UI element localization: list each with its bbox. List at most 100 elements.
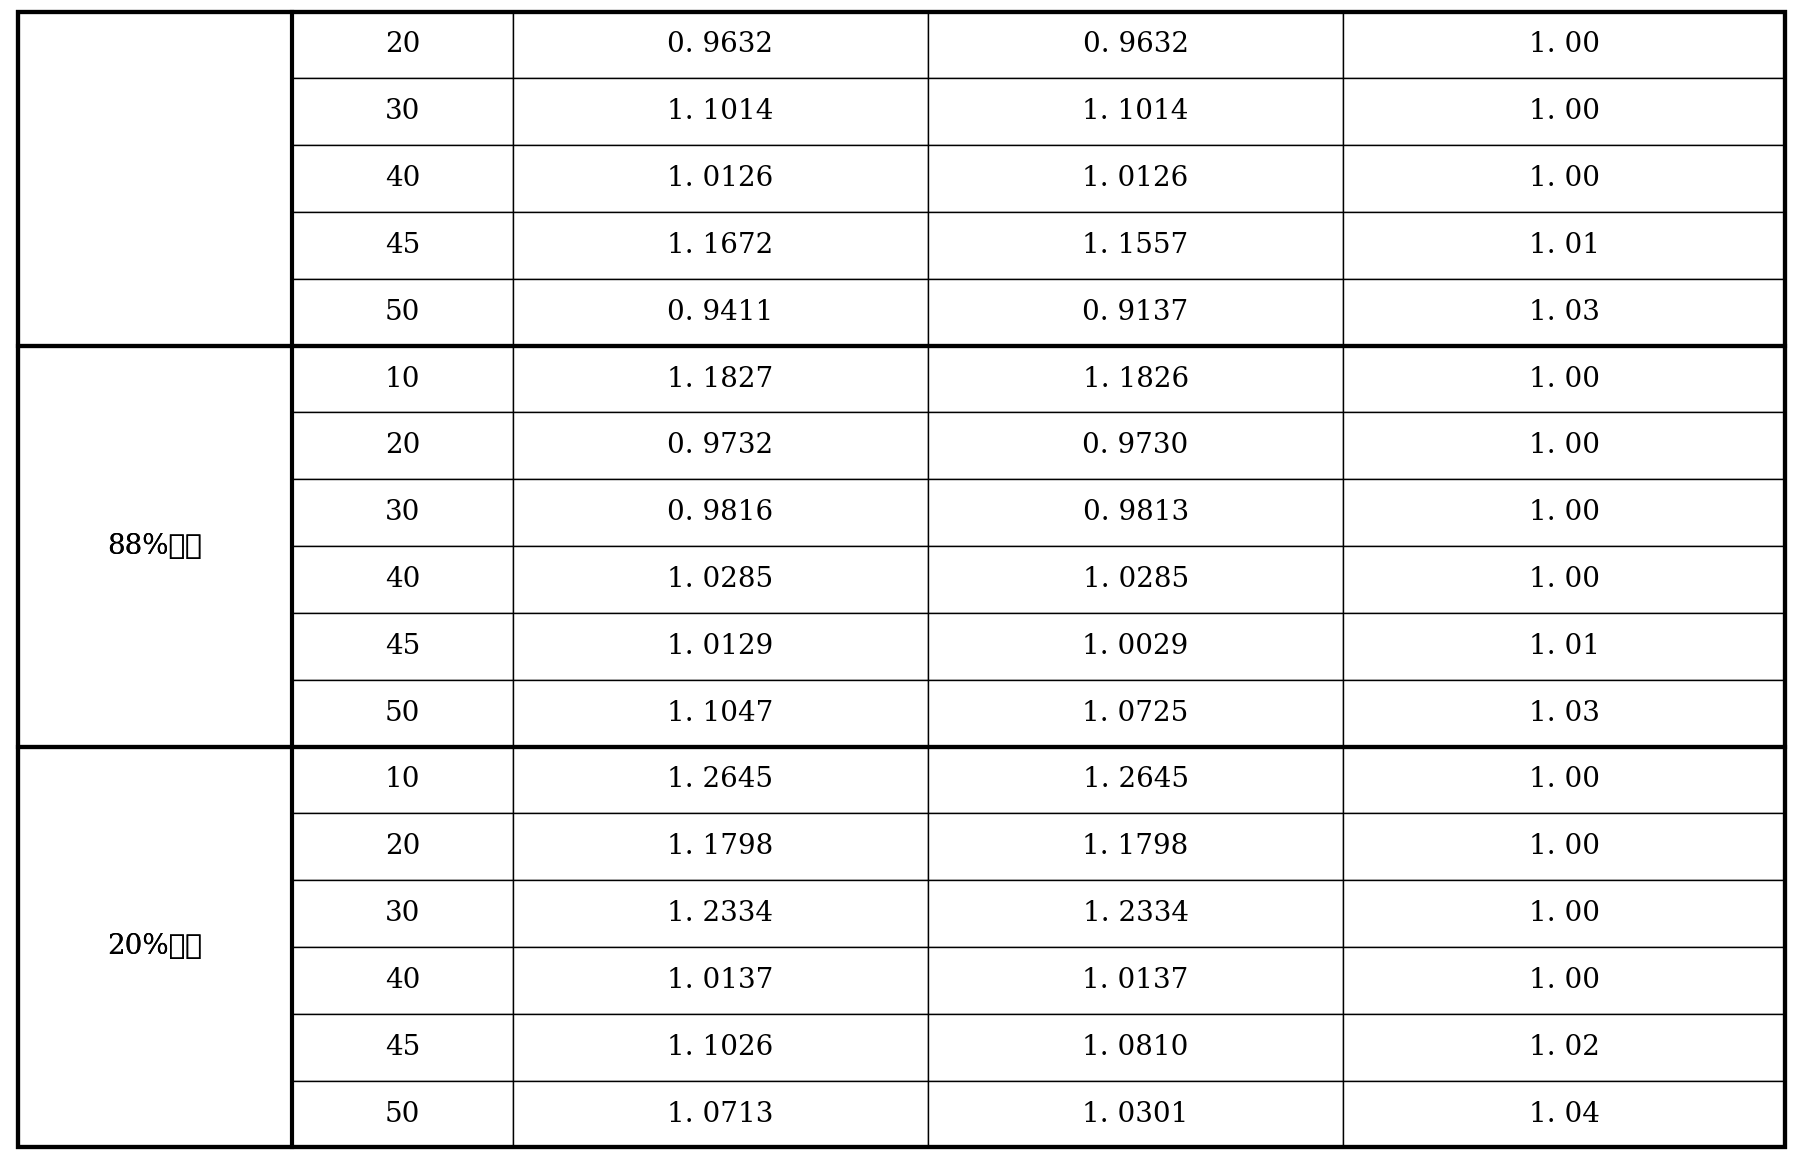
Bar [929, 212, 1343, 279]
Text: 1. 04: 1. 04 [1529, 1101, 1599, 1128]
Text: 1. 0029: 1. 0029 [1082, 633, 1188, 659]
Text: 1. 0137: 1. 0137 [667, 967, 773, 994]
Text: 1. 00: 1. 00 [1529, 766, 1599, 794]
Bar [512, 345, 929, 413]
Text: 1. 00: 1. 00 [1529, 432, 1599, 459]
Bar [18, 746, 292, 1147]
Text: 1. 1826: 1. 1826 [1082, 365, 1188, 393]
Text: 0. 9137: 0. 9137 [1082, 299, 1188, 326]
Text: 1. 2645: 1. 2645 [1082, 766, 1188, 794]
Bar [1343, 679, 1785, 746]
Bar [292, 79, 512, 145]
Bar [292, 145, 512, 212]
Bar [929, 679, 1343, 746]
Text: 20%盐酸: 20%盐酸 [108, 933, 202, 961]
Text: 1. 1047: 1. 1047 [667, 700, 773, 727]
Text: 1. 2645: 1. 2645 [667, 766, 773, 794]
Text: 1. 00: 1. 00 [1529, 31, 1599, 58]
Text: 45: 45 [384, 1034, 420, 1060]
Bar [1343, 413, 1785, 480]
Text: 0. 9813: 0. 9813 [1082, 500, 1188, 526]
Text: 1. 00: 1. 00 [1529, 833, 1599, 860]
Bar [1343, 1080, 1785, 1147]
Text: 0. 9730: 0. 9730 [1082, 432, 1188, 459]
Text: 1. 1014: 1. 1014 [1082, 99, 1188, 125]
Bar [512, 947, 929, 1014]
Bar [512, 814, 929, 880]
Text: 1. 2334: 1. 2334 [1082, 901, 1188, 927]
Text: 40: 40 [384, 566, 420, 593]
Text: 1. 00: 1. 00 [1529, 165, 1599, 192]
Bar [512, 279, 929, 345]
Text: 40: 40 [384, 165, 420, 192]
Bar [292, 947, 512, 1014]
Bar [292, 413, 512, 480]
Text: 1. 03: 1. 03 [1529, 299, 1599, 326]
Text: 10: 10 [384, 766, 420, 794]
Text: 20: 20 [384, 432, 420, 459]
Bar [292, 345, 512, 413]
Bar [292, 880, 512, 947]
Text: 1. 1798: 1. 1798 [667, 833, 773, 860]
Bar [512, 546, 929, 613]
Bar [929, 880, 1343, 947]
Text: 1. 0129: 1. 0129 [667, 633, 773, 659]
Bar [292, 546, 512, 613]
Bar [292, 814, 512, 880]
Text: 45: 45 [384, 232, 420, 258]
Bar [512, 145, 929, 212]
Text: 1. 0137: 1. 0137 [1082, 967, 1188, 994]
Bar [929, 79, 1343, 145]
Bar [1343, 746, 1785, 814]
Text: 50: 50 [384, 299, 420, 326]
Bar [929, 1014, 1343, 1080]
Bar [18, 345, 292, 746]
Text: 50: 50 [384, 700, 420, 727]
Text: 1. 1557: 1. 1557 [1082, 232, 1188, 258]
Text: 1. 0285: 1. 0285 [1082, 566, 1188, 593]
Text: 1. 0725: 1. 0725 [1082, 700, 1188, 727]
Text: 0. 9411: 0. 9411 [667, 299, 773, 326]
Bar [292, 480, 512, 546]
Bar [1343, 613, 1785, 679]
Bar [512, 212, 929, 279]
Text: 1. 2334: 1. 2334 [667, 901, 773, 927]
Bar [292, 212, 512, 279]
Bar [292, 1080, 512, 1147]
Text: 88%甲酸: 88%甲酸 [108, 533, 202, 560]
Text: 1. 00: 1. 00 [1529, 99, 1599, 125]
Bar [512, 746, 929, 814]
Bar [1343, 145, 1785, 212]
Text: 1. 01: 1. 01 [1529, 232, 1599, 258]
Bar [1343, 880, 1785, 947]
Bar [1343, 546, 1785, 613]
Bar [512, 679, 929, 746]
Bar [18, 746, 1785, 1147]
Bar [929, 345, 1343, 413]
Text: 1. 00: 1. 00 [1529, 365, 1599, 393]
Bar [512, 413, 929, 480]
Text: 1. 0126: 1. 0126 [1082, 165, 1188, 192]
Bar [18, 12, 1785, 345]
Bar [929, 12, 1343, 79]
Text: 1. 1026: 1. 1026 [667, 1034, 773, 1060]
Text: 1. 00: 1. 00 [1529, 500, 1599, 526]
Bar [292, 679, 512, 746]
Bar [512, 79, 929, 145]
Bar [929, 145, 1343, 212]
Text: 1. 1827: 1. 1827 [667, 365, 773, 393]
Bar [929, 947, 1343, 1014]
Text: 1. 00: 1. 00 [1529, 967, 1599, 994]
Bar [1343, 814, 1785, 880]
Bar [292, 746, 512, 814]
Bar [512, 613, 929, 679]
Bar [292, 1014, 512, 1080]
Text: 0. 9816: 0. 9816 [667, 500, 773, 526]
Text: 0. 9732: 0. 9732 [667, 432, 773, 459]
Text: 1. 0713: 1. 0713 [667, 1101, 773, 1128]
Bar [512, 1014, 929, 1080]
Bar [1343, 947, 1785, 1014]
Text: 1. 1798: 1. 1798 [1082, 833, 1188, 860]
Bar [929, 613, 1343, 679]
Text: 1. 0285: 1. 0285 [667, 566, 773, 593]
